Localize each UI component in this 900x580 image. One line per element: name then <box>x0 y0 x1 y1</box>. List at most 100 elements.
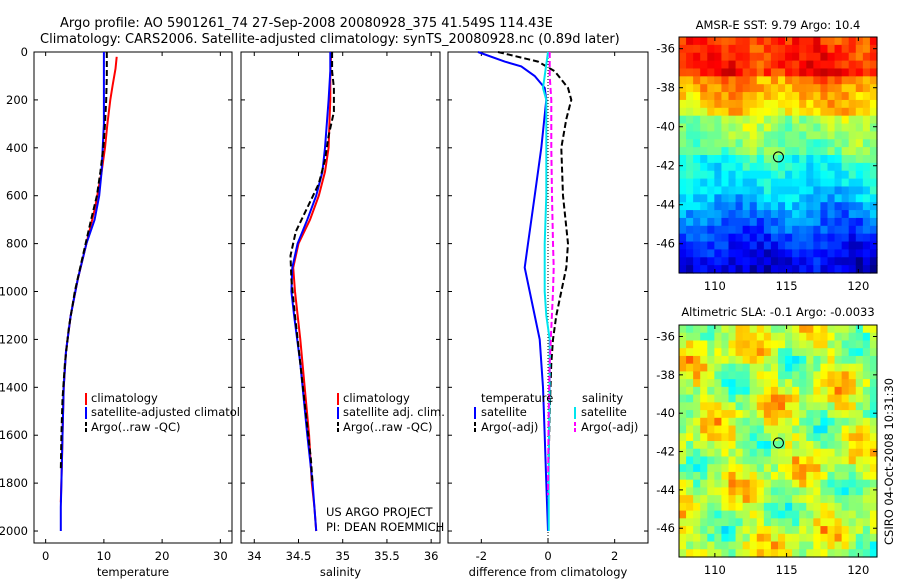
map-cell <box>679 394 687 403</box>
map-cell <box>813 502 822 512</box>
map-cell <box>707 479 715 488</box>
map-cell <box>841 131 850 140</box>
map-cell <box>735 186 744 195</box>
map-cell <box>785 162 793 172</box>
map-cell <box>707 456 715 465</box>
map-cell <box>707 394 715 403</box>
map-cell <box>742 155 751 164</box>
map-cell <box>855 217 864 227</box>
map-cell <box>756 52 765 62</box>
map-cell <box>813 115 822 125</box>
map-cell <box>855 518 864 527</box>
map-cell <box>742 107 751 117</box>
map-cell <box>728 202 737 211</box>
map-cell <box>799 37 807 46</box>
map-cell <box>834 162 843 172</box>
map-cell <box>728 155 737 164</box>
map-cell <box>686 84 694 93</box>
map-cell <box>742 348 751 357</box>
map-cell <box>749 155 758 164</box>
map-cell <box>763 471 772 481</box>
map-cell <box>869 348 878 357</box>
map-cell <box>778 386 786 396</box>
map-cell <box>792 52 800 62</box>
map-cell <box>700 448 708 458</box>
map-cell <box>693 170 701 180</box>
map-cell <box>707 170 715 180</box>
map-cell <box>869 84 878 93</box>
map-cell <box>848 371 857 380</box>
map-cell <box>756 510 765 519</box>
map-cell <box>700 410 708 419</box>
map-cell <box>785 456 793 465</box>
map-cell <box>792 115 800 125</box>
map-cell <box>869 510 878 519</box>
map-cell <box>742 217 751 227</box>
map-cell <box>693 526 701 535</box>
map-cell <box>700 425 708 434</box>
map-cell <box>799 217 807 227</box>
map-cell <box>714 371 723 380</box>
map-cell <box>763 348 772 357</box>
map-cell <box>834 139 843 148</box>
map-cell <box>728 495 737 504</box>
map-cell <box>763 115 772 125</box>
map-cell <box>693 233 701 243</box>
map-cell <box>728 363 737 372</box>
map-cell <box>862 202 871 211</box>
map-cell <box>848 249 857 258</box>
map-cell <box>693 355 701 365</box>
map-cell <box>700 139 708 148</box>
map-cell <box>756 471 765 481</box>
map-cell <box>693 115 701 125</box>
map-cell <box>749 348 758 357</box>
map-cell <box>848 464 857 473</box>
map-cell <box>834 233 843 243</box>
map-cell <box>827 131 836 140</box>
map-cell <box>799 241 807 250</box>
map-cell <box>721 332 730 342</box>
map-cell <box>756 155 765 164</box>
map-cell <box>735 371 744 380</box>
map-cell <box>693 417 701 427</box>
map-cell <box>834 533 843 543</box>
map-cell <box>855 425 864 434</box>
map-cell <box>834 502 843 512</box>
map-cell <box>862 115 871 125</box>
map-cell <box>827 425 836 434</box>
map-cell <box>834 410 843 419</box>
map-cell <box>763 526 772 535</box>
map-cell <box>721 233 730 243</box>
map-cell <box>792 363 800 372</box>
map-cell <box>763 210 772 219</box>
map-cell <box>827 52 836 62</box>
map-cell <box>728 332 737 342</box>
map-cell <box>827 471 836 481</box>
map-cell <box>742 99 751 109</box>
map-cell <box>792 44 800 54</box>
map-cell <box>869 394 878 403</box>
map-cell <box>728 257 737 266</box>
x-tick-label: 110 <box>704 279 726 293</box>
map-cell <box>728 233 737 243</box>
map-cell <box>820 84 829 93</box>
map-cell <box>742 139 751 148</box>
map-cell <box>693 502 701 512</box>
map-cell <box>799 363 807 372</box>
map-cell <box>735 131 744 140</box>
map-cell <box>679 402 687 411</box>
map-cell <box>855 92 864 101</box>
map-cell <box>785 502 793 512</box>
map-cell <box>813 44 822 54</box>
map-cell <box>749 139 758 148</box>
map-cell <box>749 241 758 250</box>
map-cell <box>679 37 687 46</box>
y-tick-label: 1800 <box>0 476 28 490</box>
map-cell <box>714 84 723 93</box>
map-cell <box>686 217 694 227</box>
map-cell <box>714 44 723 54</box>
map-cell <box>785 265 793 274</box>
map-cell <box>827 417 836 427</box>
map-cell <box>714 510 723 519</box>
map-cell <box>820 194 829 203</box>
